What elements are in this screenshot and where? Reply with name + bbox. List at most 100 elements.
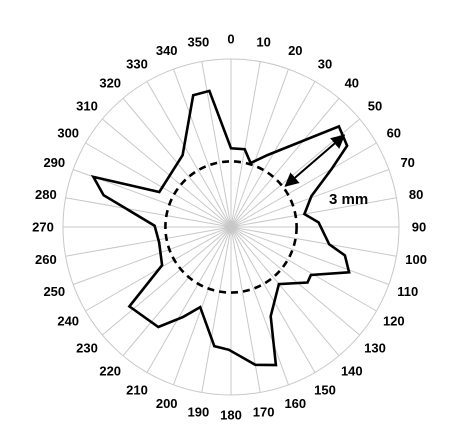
grid-spoke-350 xyxy=(201,61,232,228)
annotation-arrow xyxy=(284,134,346,187)
series-0-point-24 xyxy=(182,315,185,318)
series-0-point-20 xyxy=(254,363,257,366)
angle-tick-label-270: 270 xyxy=(32,220,54,235)
series-0-point-21 xyxy=(227,348,230,351)
grid-spoke-220 xyxy=(122,226,232,357)
angle-tick-label-70: 70 xyxy=(400,155,414,170)
annotation-label: 3 mm xyxy=(329,191,368,208)
angle-tick-label-280: 280 xyxy=(35,187,57,202)
series-0-point-31 xyxy=(92,175,95,178)
grid-spoke-20 xyxy=(230,68,289,228)
angle-tick-label-0: 0 xyxy=(227,32,234,47)
series-0-point-1 xyxy=(208,89,211,92)
series-0-point-27 xyxy=(161,264,164,267)
grid-spoke-310 xyxy=(101,118,232,228)
angle-tick-label-180: 180 xyxy=(220,408,242,423)
series-0-point-3 xyxy=(243,148,246,151)
angle-tick-label-170: 170 xyxy=(253,405,275,420)
angle-tick-label-40: 40 xyxy=(345,76,359,91)
grid-spoke-10 xyxy=(230,61,261,228)
series-0-point-11 xyxy=(317,221,320,224)
grid-spoke-210 xyxy=(146,226,232,373)
angle-tick-label-230: 230 xyxy=(76,340,98,355)
angle-tick-label-220: 220 xyxy=(99,364,121,379)
angle-tick-label-80: 80 xyxy=(409,187,423,202)
grid-spoke-230 xyxy=(101,226,232,336)
angle-tick-label-30: 30 xyxy=(318,57,332,72)
angle-tick-label-60: 60 xyxy=(387,126,401,141)
series-0-point-8 xyxy=(330,167,333,170)
angle-tick-label-130: 130 xyxy=(364,340,386,355)
angle-tick-label-100: 100 xyxy=(405,252,427,267)
angle-tick-label-120: 120 xyxy=(383,314,405,329)
angle-tick-label-50: 50 xyxy=(368,99,382,114)
angle-tick-label-300: 300 xyxy=(57,126,79,141)
series-0-point-32 xyxy=(158,191,161,193)
grid-spoke-250 xyxy=(72,226,232,285)
grid-spoke-100 xyxy=(230,226,397,257)
angle-tick-label-340: 340 xyxy=(156,43,178,58)
series-0-point-15 xyxy=(309,274,312,276)
angle-tick-label-140: 140 xyxy=(341,364,363,379)
series-0-point-29 xyxy=(153,224,156,227)
series-0-point-25 xyxy=(157,326,160,328)
grid-spoke-300 xyxy=(85,142,232,228)
grid-spoke-80 xyxy=(230,197,397,228)
grid-spoke-160 xyxy=(230,226,289,386)
series-0-point-9 xyxy=(310,195,313,198)
series-0-point-33 xyxy=(181,154,184,157)
series-0-point-26 xyxy=(128,305,131,308)
grid-spoke-280 xyxy=(65,197,232,228)
grid-spoke-260 xyxy=(65,226,232,257)
series-0-point-13 xyxy=(343,254,346,257)
grid-spoke-340 xyxy=(173,68,232,228)
series-0-point-10 xyxy=(303,213,306,216)
angle-tick-label-150: 150 xyxy=(314,382,336,397)
grid xyxy=(62,58,400,396)
series-0-point-4 xyxy=(249,162,252,164)
series-0-point-14 xyxy=(348,271,351,274)
angle-tick-label-160: 160 xyxy=(284,396,306,411)
angle-tick-label-350: 350 xyxy=(188,34,210,49)
grid-spoke-330 xyxy=(146,81,232,228)
series-0-point-18 xyxy=(269,315,272,318)
grid-spoke-110 xyxy=(230,226,390,285)
series-0-point-17 xyxy=(277,283,280,286)
series-0-point-19 xyxy=(274,364,277,367)
annotation-layer: 3 mm xyxy=(284,134,368,208)
grid-spoke-140 xyxy=(230,226,340,357)
series-0-point-0 xyxy=(192,94,195,97)
series-0-point-6 xyxy=(337,125,340,128)
series-0-point-28 xyxy=(158,241,161,244)
series-0-point-22 xyxy=(213,345,216,348)
reference-circle xyxy=(164,160,298,294)
angle-tick-label-250: 250 xyxy=(43,284,65,299)
angle-tick-label-310: 310 xyxy=(76,99,98,114)
angle-tick-label-290: 290 xyxy=(43,155,65,170)
angle-tick-label-240: 240 xyxy=(57,314,79,329)
angle-tick-label-110: 110 xyxy=(397,284,418,299)
series-0-point-5 xyxy=(266,154,269,156)
angle-tick-label-320: 320 xyxy=(99,76,121,91)
angle-tick-label-210: 210 xyxy=(126,382,148,397)
series-0-point-7 xyxy=(346,144,349,147)
series-0-point-12 xyxy=(328,243,331,246)
angle-tick-label-200: 200 xyxy=(156,396,178,411)
angle-tick-label-330: 330 xyxy=(126,57,148,72)
grid-spoke-200 xyxy=(173,226,232,386)
series-0-point-16 xyxy=(306,281,309,284)
angle-tick-label-190: 190 xyxy=(188,405,210,420)
series-0-point-2 xyxy=(230,147,232,150)
series-0-point-23 xyxy=(199,306,202,309)
grid-spoke-150 xyxy=(230,226,316,373)
grid-spoke-130 xyxy=(230,226,361,336)
angle-tick-label-20: 20 xyxy=(288,43,302,58)
reference-circle-layer xyxy=(164,160,298,294)
grid-spoke-190 xyxy=(201,226,232,393)
angle-tick-label-260: 260 xyxy=(35,252,57,267)
grid-spoke-120 xyxy=(230,226,377,312)
angle-tick-label-10: 10 xyxy=(256,34,270,49)
series-0-point-30 xyxy=(102,194,105,197)
